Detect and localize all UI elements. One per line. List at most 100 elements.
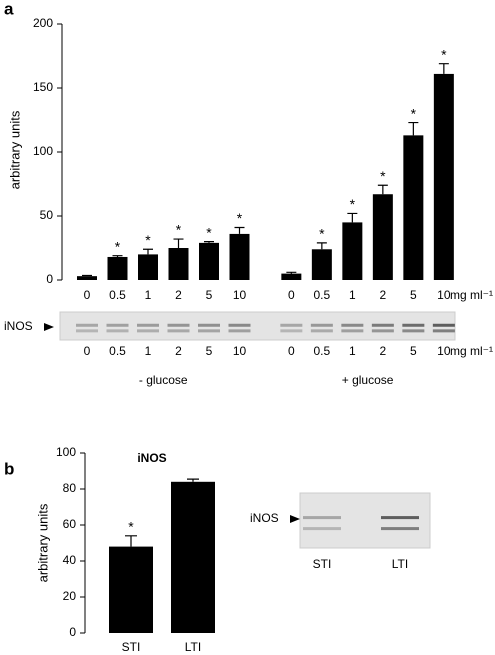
blot-band [341, 323, 364, 327]
significance-marker: * [237, 210, 243, 226]
blot-band [432, 329, 455, 333]
blot-band [228, 329, 251, 333]
significance-marker: * [206, 224, 212, 240]
bar [77, 276, 97, 280]
lane-label: 2 [175, 344, 182, 358]
blot-band [198, 323, 220, 327]
panel-label: b [4, 459, 14, 478]
error-bar [204, 241, 214, 243]
lane-label: 0.5 [109, 344, 126, 358]
blot-band [76, 329, 98, 333]
y-tick-label: 50 [40, 208, 54, 222]
blot-band [341, 329, 364, 333]
blot-band [167, 329, 190, 333]
lane-label: LTI [392, 557, 408, 571]
significance-marker: * [145, 232, 151, 248]
x-tick-label: STI [122, 640, 141, 654]
blot-band [137, 329, 159, 333]
y-tick-label: 150 [33, 80, 53, 94]
y-tick-label: 20 [63, 589, 77, 603]
y-tick-label: 100 [33, 144, 53, 158]
bar [168, 248, 189, 280]
significance-marker: * [128, 519, 134, 535]
lane-label: 0 [288, 344, 295, 358]
blot-band [303, 527, 341, 531]
blot-band [310, 329, 333, 333]
x-unit: mg ml⁻¹ [450, 288, 493, 302]
error-bar [173, 238, 184, 248]
blot-arrow [44, 323, 54, 331]
chart-title: iNOS [137, 451, 166, 465]
blot-band [381, 527, 419, 531]
y-tick-label: 0 [46, 272, 53, 286]
lane-label: 5 [206, 344, 213, 358]
x-tick-label: 0.5 [109, 288, 126, 302]
panel-label: a [4, 0, 14, 18]
bar [281, 273, 302, 280]
bar [107, 256, 128, 280]
x-tick-label: 10 [233, 288, 247, 302]
error-bar [187, 478, 199, 482]
x-tick-label: 5 [206, 288, 213, 302]
lane-label: 0 [84, 344, 91, 358]
blot-band [303, 516, 341, 520]
lane-label: 1 [349, 344, 356, 358]
lane-label: 1 [145, 344, 152, 358]
x-tick-label: 2 [380, 288, 387, 302]
significance-marker: * [350, 196, 356, 212]
blot-band [280, 323, 303, 327]
blot-label: iNOS [4, 319, 33, 333]
bar [403, 135, 424, 280]
y-tick-label: 60 [63, 517, 77, 531]
bar [199, 242, 219, 280]
significance-marker: * [176, 222, 182, 238]
group-label: + glucose [342, 373, 394, 387]
x-tick-label: LTI [185, 640, 201, 654]
x-tick-label: 0 [84, 288, 91, 302]
lane-label: 10 [437, 344, 451, 358]
bar [342, 222, 363, 280]
y-tick-label: 0 [69, 625, 76, 639]
blot-band [371, 323, 394, 327]
significance-marker: * [380, 168, 386, 184]
error-bar [143, 248, 153, 255]
significance-marker: * [319, 226, 325, 242]
x-tick-label: 1 [349, 288, 356, 302]
significance-marker: * [115, 238, 121, 254]
x-tick-label: 2 [175, 288, 182, 302]
error-bar [125, 535, 137, 547]
blot-band [137, 323, 159, 327]
y-axis-label: arbitrary units [7, 110, 22, 189]
error-bar [316, 242, 327, 250]
blot-band [432, 323, 455, 327]
blot-arrow [290, 515, 300, 523]
blot-band [381, 516, 419, 520]
blot-band [228, 323, 251, 327]
y-axis-label: arbitrary units [35, 503, 50, 582]
blot-band [371, 329, 394, 333]
error-bar [82, 274, 92, 277]
x-tick-label: 1 [145, 288, 152, 302]
x-tick-label: 10 [437, 288, 451, 302]
x-unit: mg ml⁻¹ [450, 344, 493, 358]
error-bar [234, 226, 245, 234]
error-bar [438, 63, 449, 74]
lane-label: 2 [380, 344, 387, 358]
lane-label: 10 [233, 344, 247, 358]
blot-image [299, 492, 431, 549]
error-bar [286, 271, 297, 274]
error-bar [112, 255, 123, 257]
group-label: - glucose [139, 373, 188, 387]
x-tick-label: 5 [410, 288, 417, 302]
blot-band [280, 329, 303, 333]
bar [171, 481, 215, 633]
bar [109, 546, 153, 633]
blot-band [310, 323, 333, 327]
y-tick-label: 100 [56, 445, 76, 459]
y-tick-label: 80 [63, 481, 77, 495]
blot-band [167, 323, 190, 327]
bar [138, 254, 158, 280]
blot-label: iNOS [250, 511, 279, 525]
blot-band [106, 329, 129, 333]
